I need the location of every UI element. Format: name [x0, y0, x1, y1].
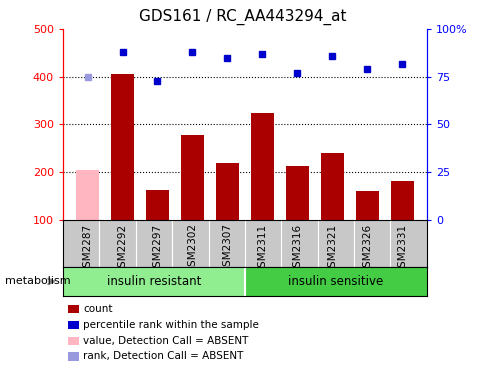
Text: GSM2326: GSM2326	[362, 223, 372, 273]
Text: count: count	[83, 304, 113, 314]
Bar	[355, 191, 378, 220]
Bar	[181, 135, 203, 220]
Text: GSM2287: GSM2287	[82, 223, 92, 273]
Bar	[320, 153, 343, 220]
Bar	[76, 170, 99, 220]
Text: GSM2316: GSM2316	[292, 223, 302, 273]
Text: GSM2302: GSM2302	[187, 223, 197, 273]
Text: metabolism: metabolism	[5, 276, 70, 287]
Text: GDS161 / RC_AA443294_at: GDS161 / RC_AA443294_at	[138, 9, 346, 25]
Bar	[286, 166, 308, 220]
Text: percentile rank within the sample: percentile rank within the sample	[83, 320, 259, 330]
Text: rank, Detection Call = ABSENT: rank, Detection Call = ABSENT	[83, 351, 243, 362]
Bar	[111, 75, 134, 220]
Text: GSM2331: GSM2331	[396, 223, 407, 273]
Text: GSM2292: GSM2292	[117, 223, 127, 273]
Bar	[216, 163, 238, 220]
Bar	[244, 267, 426, 296]
Text: value, Detection Call = ABSENT: value, Detection Call = ABSENT	[83, 336, 248, 346]
Bar	[63, 267, 244, 296]
Text: insulin sensitive: insulin sensitive	[287, 275, 383, 288]
Text: GSM2311: GSM2311	[257, 223, 267, 273]
Text: GSM2321: GSM2321	[327, 223, 337, 273]
Text: insulin resistant: insulin resistant	[106, 275, 201, 288]
Bar	[146, 190, 168, 220]
Text: GSM2307: GSM2307	[222, 223, 232, 273]
Bar	[390, 180, 413, 220]
Bar	[251, 113, 273, 220]
Text: GSM2297: GSM2297	[152, 223, 162, 273]
